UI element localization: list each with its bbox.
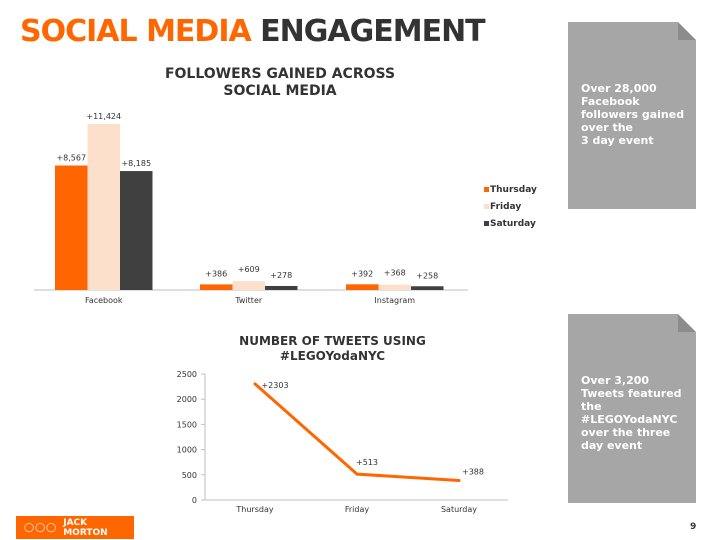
logo-rings-icon: ◯◯◯ [24,522,58,533]
bar-instagram-saturday [411,286,444,290]
bar-facebook-thursday [55,165,88,290]
bar-instagram-friday [378,284,411,290]
bar-twitter-thursday [200,284,233,290]
bar-data-label: +386 [205,269,227,278]
y-tick-label: 2500 [177,370,197,379]
x-tick-label: Friday [345,505,370,514]
bar-data-label: +278 [270,271,292,280]
y-tick-label: 1000 [177,446,197,455]
bar-data-label: +8,185 [121,159,151,168]
bar-data-label: +368 [384,269,406,278]
legend-label-thursday: Thursday [490,185,537,195]
legend-swatch-friday [484,204,489,209]
y-tick-label: 1500 [177,420,197,429]
x-tick-label: Saturday [441,505,477,514]
bar-instagram-thursday [346,284,379,290]
line-data-label: +513 [356,458,378,467]
bar-data-label: +258 [416,271,438,280]
line-data-label: +2303 [261,381,288,390]
facebook-callout-line-2: 3 day event [581,134,654,147]
tweets-data-point [457,478,461,482]
bar-data-label: +8,567 [56,154,86,163]
twitter-callout-text: Over 3,200 Tweets featured the #LEGOYoda… [581,374,682,452]
line-data-label: +388 [462,467,484,476]
y-tick-label: 2000 [177,395,197,404]
tweets-data-point [355,472,359,476]
bar-twitter-saturday [265,285,298,290]
legend-swatch-thursday [484,187,489,192]
title-part-1: SOCIAL MEDIA [20,14,252,49]
bar-twitter-friday [232,281,265,290]
bar-facebook-saturday [120,171,153,290]
logo-text: JACK MORTON [63,517,108,538]
line-chart-title: NUMBER OF TWEETS USING #LEGOYodaNYC [239,334,426,363]
bar-data-label: +11,424 [86,112,121,121]
bar-category-label: Facebook [85,296,123,305]
page-fold-icon [678,314,696,332]
bar-category-label: Twitter [234,296,263,305]
tweets-data-point [253,382,257,386]
page-fold-icon [678,22,696,40]
slide-title: SOCIAL MEDIA ENGAGEMENT [20,14,486,49]
bar-facebook-friday [87,124,120,290]
twitter-callout-card: Over 3,200 Tweets featured the #LEGOYoda… [568,314,696,503]
y-tick-label: 0 [192,496,197,505]
facebook-callout-text: Over 28,000 Facebook followers gained ov… [581,82,688,147]
page-number: 9 [690,522,697,532]
jack-morton-logo: ◯◯◯ JACK MORTON [16,516,134,539]
title-part-2: ENGAGEMENT [260,14,485,49]
legend-label-saturday: Saturday [490,219,536,229]
bar-chart-title: FOLLOWERS GAINED ACROSS SOCIAL MEDIA [164,66,396,99]
legend-label-friday: Friday [490,202,521,212]
bar-data-label: +609 [238,265,260,274]
facebook-callout-line-1: Over 28,000 Facebook followers gained ov… [581,82,685,134]
legend-swatch-saturday [484,221,489,226]
y-tick-label: 500 [182,471,197,480]
bar-category-label: Instagram [374,296,415,305]
facebook-callout-card: Over 28,000 Facebook followers gained ov… [568,22,696,209]
x-tick-label: Thursday [235,505,273,514]
bar-data-label: +392 [351,269,373,278]
